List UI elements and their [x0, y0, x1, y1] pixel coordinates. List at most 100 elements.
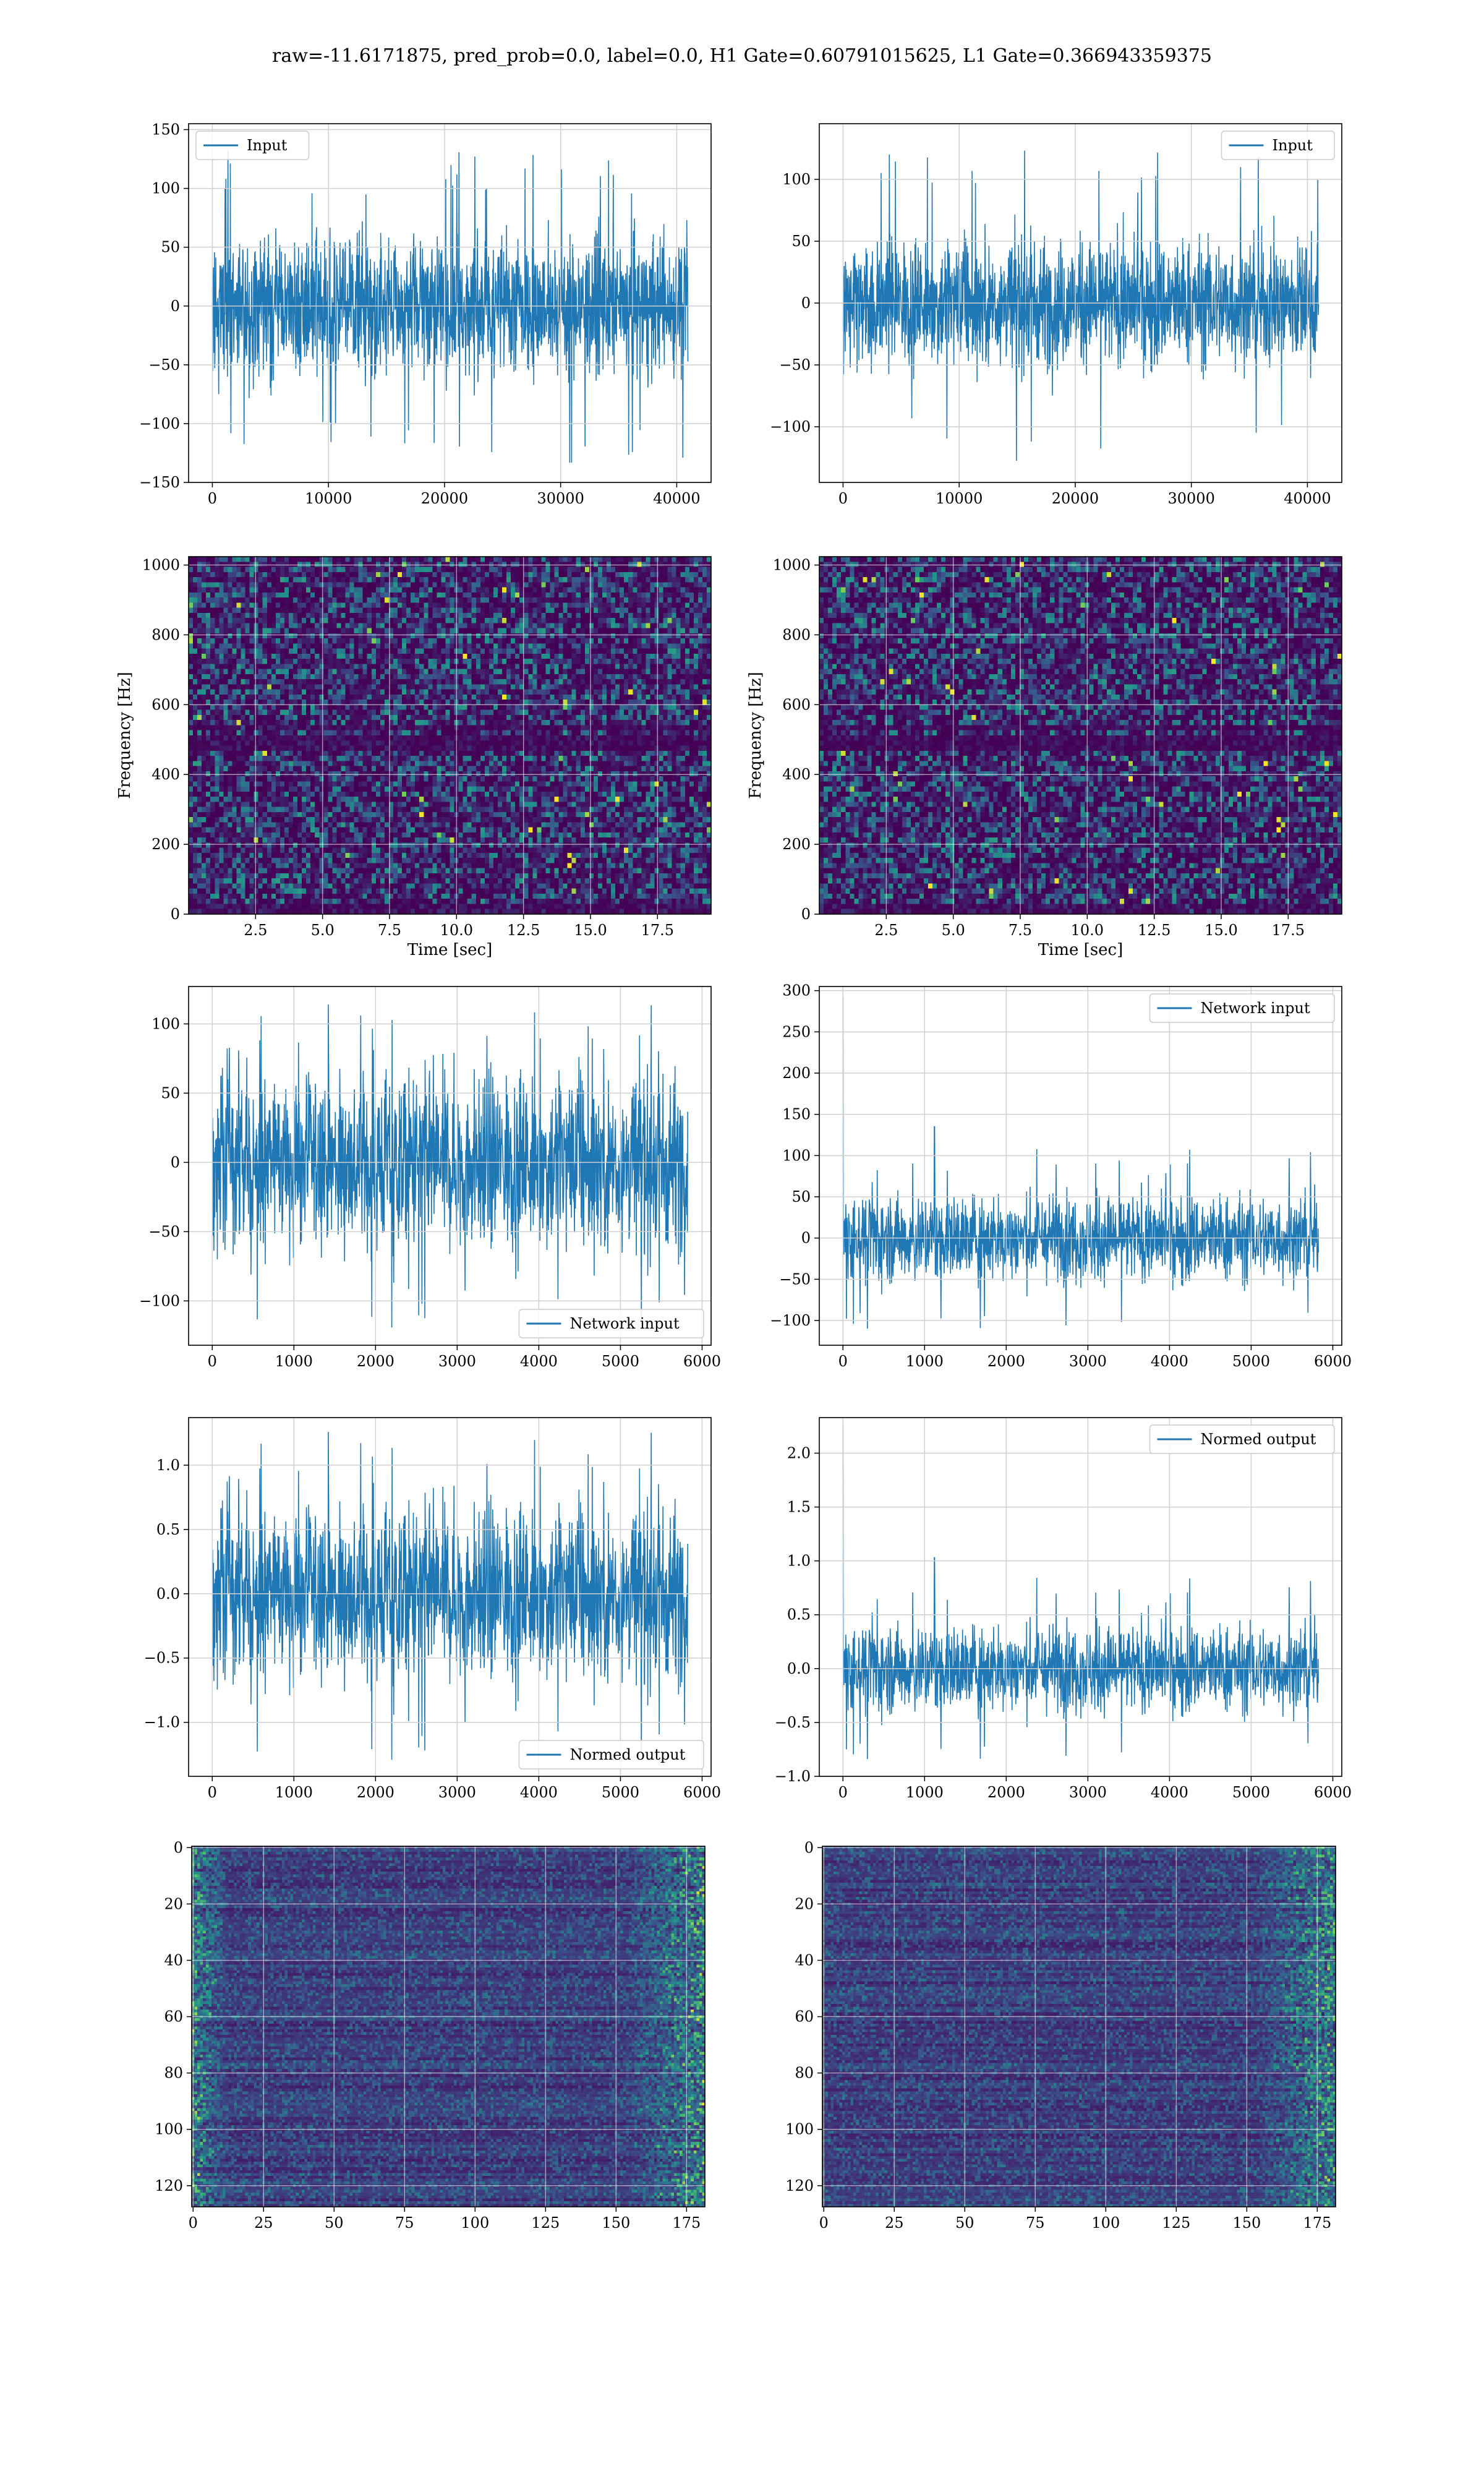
- y-tick-label: −1.0: [775, 1768, 811, 1785]
- y-tick-label: 100: [782, 171, 811, 188]
- grid: [819, 987, 1342, 1345]
- x-tick-label: 6000: [683, 1784, 721, 1801]
- x-tick-label: 175: [1303, 2214, 1331, 2232]
- x-tick-label: 4000: [520, 1784, 558, 1801]
- y-tick-label: −100: [770, 418, 811, 435]
- x-tick-label: 75: [395, 2214, 414, 2232]
- y-tick-label: 100: [151, 180, 180, 197]
- y-axis-label: Frequency [Hz]: [746, 672, 765, 799]
- x-tick-label: 3000: [438, 1784, 476, 1801]
- y-tick-label: 0.5: [156, 1521, 180, 1538]
- y-tick-label: 200: [782, 1064, 811, 1082]
- y-tick-label: 150: [782, 1106, 811, 1123]
- x-tick-label: 7.5: [1009, 922, 1032, 939]
- y-tick-label: 50: [791, 233, 811, 250]
- legend-label: Network input: [570, 1315, 680, 1332]
- x-tick-label: 25: [254, 2214, 273, 2232]
- x-tick-label: 50: [325, 2214, 344, 2232]
- y-tick-label: 0: [804, 1839, 814, 1856]
- y-tick-label: 100: [155, 2121, 183, 2138]
- y-tick-label: 2.0: [787, 1444, 811, 1462]
- x-tick-label: 5000: [602, 1784, 639, 1801]
- heatmap-cells: [822, 1846, 1336, 2207]
- x-tick-label: 40000: [653, 490, 700, 507]
- x-tick-label: 5.0: [942, 922, 965, 939]
- y-tick-label: 0: [171, 1154, 180, 1171]
- y-tick-label: 250: [782, 1023, 811, 1040]
- x-tick-label: 1000: [906, 1784, 944, 1801]
- y-tick-label: 0.5: [787, 1606, 811, 1624]
- x-tick-label: 10000: [936, 490, 983, 507]
- y-tick-label: 60: [164, 2008, 183, 2026]
- y-tick-label: 100: [785, 2121, 814, 2138]
- x-tick-label: 17.5: [641, 922, 674, 939]
- plot-area: [843, 151, 1319, 461]
- x-tick-label: 50: [955, 2214, 974, 2232]
- y-tick-label: 80: [795, 2065, 814, 2082]
- series-line: [212, 1004, 688, 1327]
- y-tick-label: 100: [151, 1015, 180, 1032]
- x-tick-label: 12.5: [1138, 922, 1171, 939]
- y-tick-label: 800: [782, 626, 811, 643]
- x-axis-label: Time [sec]: [407, 941, 493, 959]
- y-tick-label: 20: [795, 1895, 814, 1912]
- panel-r4c2: 0 1000 2000 3000 4000 5000 6000−1.0−0.50.00.51…: [775, 1418, 1352, 1801]
- x-tick-label: 6000: [683, 1353, 721, 1370]
- legend-label: Input: [1273, 137, 1313, 154]
- y-tick-label: 40: [164, 1951, 183, 1969]
- x-tick-label: 6000: [1314, 1784, 1352, 1801]
- y-tick-label: 120: [785, 2177, 814, 2194]
- x-tick-label: 15.0: [574, 922, 607, 939]
- plot-area: [843, 1426, 1318, 1759]
- x-tick-label: 150: [602, 2214, 630, 2232]
- y-tick-label: 0: [801, 905, 811, 923]
- x-tick-label: 12.5: [507, 922, 540, 939]
- x-tick-label: 25: [885, 2214, 904, 2232]
- y-tick-label: 200: [782, 836, 811, 853]
- y-tick-label: 120: [155, 2177, 183, 2194]
- plot-area: [212, 1432, 688, 1760]
- y-tick-label: 200: [151, 836, 180, 853]
- panel-r2c1: 2.5 5.0 7.5 10.0 12.5 15.0 17.5020040060080010…: [116, 557, 712, 959]
- series-line: [843, 151, 1319, 461]
- x-tick-label: 0: [208, 490, 217, 507]
- x-tick-label: 20000: [421, 490, 468, 507]
- series-line: [212, 1432, 688, 1760]
- legend: Normed output: [519, 1740, 704, 1769]
- x-tick-label: 0: [189, 2214, 198, 2232]
- y-tick-label: −100: [139, 1292, 180, 1309]
- x-tick-label: 10000: [305, 490, 352, 507]
- x-tick-label: 175: [672, 2214, 701, 2232]
- y-tick-label: 80: [164, 2065, 183, 2082]
- y-tick-label: 600: [782, 696, 811, 713]
- legend-label: Input: [247, 137, 288, 154]
- plot-area: [822, 1846, 1336, 2207]
- y-axis-label: Frequency [Hz]: [116, 672, 134, 799]
- y-tick-label: 50: [161, 1084, 180, 1102]
- x-tick-label: 2000: [987, 1784, 1025, 1801]
- y-tick-label: −50: [148, 1223, 180, 1240]
- panel-r4c1: 0 1000 2000 3000 4000 5000 6000−1.0−0.50.00.51…: [144, 1418, 721, 1801]
- x-tick-label: 5000: [602, 1353, 639, 1370]
- y-tick-label: 300: [782, 982, 811, 999]
- y-tick-label: −100: [139, 415, 180, 432]
- series-line: [843, 1426, 1318, 1759]
- y-tick-label: 0.0: [787, 1660, 811, 1677]
- x-tick-label: 15.0: [1205, 922, 1237, 939]
- y-tick-label: 20: [164, 1895, 183, 1912]
- y-tick-label: 60: [795, 2008, 814, 2026]
- x-tick-label: 1000: [275, 1784, 313, 1801]
- y-tick-label: 1.0: [156, 1457, 180, 1474]
- y-tick-label: 0: [801, 1230, 811, 1247]
- y-tick-label: −150: [139, 474, 180, 491]
- y-tick-label: 1000: [142, 557, 180, 574]
- panel-r3c2: 0 1000 2000 3000 4000 5000 6000−100−5005010015…: [770, 982, 1352, 1370]
- y-tick-label: 100: [782, 1147, 811, 1164]
- legend: Normed output: [1150, 1425, 1335, 1453]
- y-tick-label: −50: [148, 356, 180, 374]
- heatmap-cells: [819, 557, 1342, 915]
- figure-suptitle: raw=-11.6171875, pred_prob=0.0, label=0.…: [272, 45, 1212, 67]
- legend-label: Normed output: [570, 1746, 686, 1763]
